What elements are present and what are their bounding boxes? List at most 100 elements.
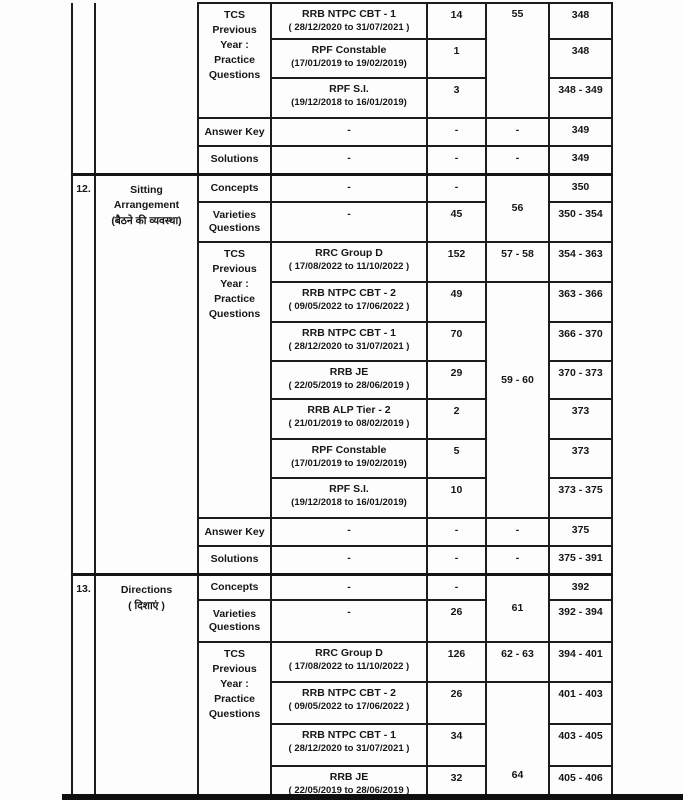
question-count-cell: 45 [426,201,487,243]
page-range-cell: 354 - 363 [548,241,613,283]
page-range-cell: 348 [548,38,613,79]
exam-cell: RRB JE ( 22/05/2019 to 28/06/2019 ) [270,765,428,798]
exam-dates: ( 28/12/2020 to 31/07/2021 ) [288,743,410,754]
page-range-cell: 373 - 375 [548,477,613,519]
session-pages-cell: 56 [485,172,550,243]
exam-cell: RPF Constable (17/01/2019 to 19/02/2019) [270,38,428,79]
table-row: Answer Key - - - 349 [72,117,613,147]
page-range-cell: 363 - 366 [548,281,613,323]
question-count-cell: - [426,117,487,147]
exam-dates: ( 22/05/2019 to 28/06/2019 ) [288,380,410,391]
section-label-cell: Solutions [197,545,272,575]
tcs-label-line1: TCS Previous Year : [212,248,257,290]
exam-name: RPF S.I. [329,483,369,495]
table-row: RPF Constable (17/01/2019 to 19/02/2019)… [72,438,613,479]
question-count-cell: 3 [426,77,487,119]
exam-dates: ( 09/05/2022 to 17/06/2022 ) [288,301,410,312]
table-row: RRB NTPC CBT - 2 ( 09/05/2022 to 17/06/2… [72,681,613,798]
question-count-cell: - [426,145,487,175]
table-row: RPF S.I. (19/12/2018 to 16/01/2019) 3 34… [72,77,613,119]
table-row: RRB NTPC CBT - 1 ( 28/12/2020 to 31/07/2… [72,723,613,767]
exam-dates: ( 09/05/2022 to 17/06/2022 ) [288,701,410,712]
exam-dates: (19/12/2018 to 16/01/2019) [291,497,407,508]
tcs-label-line1: TCS Previous Year : [212,9,257,51]
page-range-cell: 349 [548,145,613,175]
chapter-cell: Directions ( दिशाएं ) [94,572,199,798]
page-range-cell: 349 [548,117,613,147]
exam-cell: - [270,599,428,643]
exam-cell: RRB NTPC CBT - 2 ( 09/05/2022 to 17/06/2… [270,281,428,323]
exam-name: RRC Group D [315,247,383,259]
question-count-cell: 26 [426,599,487,643]
table-row: TCS Previous Year : Practice Questions R… [72,241,613,519]
page-range-cell: 370 - 373 [548,360,613,400]
session-pages-cell: 55 [485,2,550,119]
section-label-cell: Answer Key [197,517,272,547]
exam-cell: RPF S.I. (19/12/2018 to 16/01/2019) [270,77,428,119]
exam-cell: - [270,172,428,203]
page-range-cell: 348 [548,2,613,40]
exam-name: RRB NTPC CBT - 2 [302,687,396,699]
question-count-cell: 26 [426,681,487,725]
chapter-cell [94,3,199,175]
section-label-cell: Concepts [197,572,272,601]
exam-cell: RRB JE ( 22/05/2019 to 28/06/2019 ) [270,360,428,400]
page-range-cell: 401 - 403 [548,681,613,725]
tcs-label-line1: TCS Previous Year : [212,648,257,690]
page-range-cell: 373 [548,438,613,479]
exam-name: RRB NTPC CBT - 1 [302,327,396,339]
tcs-label-line2: Practice Questions [208,54,261,81]
tcs-label-line2: Practice Questions [208,693,261,720]
exam-name: RPF Constable [311,444,387,456]
question-count-cell: 49 [426,281,487,323]
exam-name: RPF Constable [311,44,387,56]
exam-name: RRB NTPC CBT - 1 [302,8,396,20]
chapter-cell: Sitting Arrangement (बैठने की व्यवस्था) [94,172,199,575]
session-pages-cell: - [485,145,550,175]
session-pages-cell: 62 - 63 [485,641,550,683]
tcs-previous-year-cell: TCS Previous Year : Practice Questions [197,2,272,119]
page-range-cell: 375 - 391 [548,545,613,575]
table-row: 12. Sitting Arrangement (बैठने की व्यवस्… [71,172,613,575]
exam-dates: ( 28/12/2020 to 31/07/2021 ) [288,22,410,33]
chapter-title-hindi: ( दिशाएं ) [128,599,165,612]
page-cut-divider [62,794,683,800]
table-row: Solutions - - - 349 [72,145,613,175]
exam-cell: - [270,145,428,175]
table-row: Varieties Questions - 26 392 - 394 [72,599,613,643]
serial-cell: 13. [71,572,96,798]
question-count-cell: - [426,572,487,601]
question-count-cell: 34 [426,723,487,767]
chapter-title: Directions [120,583,173,596]
table-row: RRB NTPC CBT - 2 ( 09/05/2022 to 17/06/2… [72,281,613,519]
exam-cell: RPF S.I. (19/12/2018 to 16/01/2019) [270,477,428,519]
exam-name: RRB JE [329,366,369,378]
exam-cell: - [270,545,428,575]
question-count-cell: 152 [426,241,487,283]
table-row: Answer Key - - - 375 [72,517,613,547]
page-range-cell: 403 - 405 [548,723,613,767]
session-pages-cell: 57 - 58 [485,241,550,283]
table-row: Varieties Questions - 45 350 - 354 [72,201,613,243]
exam-cell: RRC Group D ( 17/08/2022 to 11/10/2022 ) [270,241,428,283]
exam-cell: - [270,117,428,147]
contents-table: TCS Previous Year : Practice Questions R… [71,2,613,798]
tcs-previous-year-cell: TCS Previous Year : Practice Questions [197,641,272,798]
exam-name: RRB ALP Tier - 2 [307,404,391,416]
page-range-cell: 350 - 354 [548,201,613,243]
page-range-cell: 392 - 394 [548,599,613,643]
exam-cell: RRB NTPC CBT - 1 ( 28/12/2020 to 31/07/2… [270,321,428,362]
table-row: TCS Previous Year : Practice Questions R… [71,2,613,175]
question-count-cell: - [426,172,487,203]
question-count-cell: 126 [426,641,487,683]
session-pages-cell: 64 [485,681,550,798]
exam-dates: (19/12/2018 to 16/01/2019) [291,97,407,108]
chapter-title-hindi: (बैठने की व्यवस्था) [111,214,182,227]
exam-cell: - [270,517,428,547]
exam-name: RRC Group D [315,647,383,659]
page-range-cell: 375 [548,517,613,547]
serial-cell [71,3,96,175]
question-count-cell: 10 [426,477,487,519]
table-row: RPF Constable (17/01/2019 to 19/02/2019)… [72,38,613,79]
table-row: 13. Directions ( दिशाएं ) Concepts - - 6… [71,572,613,798]
